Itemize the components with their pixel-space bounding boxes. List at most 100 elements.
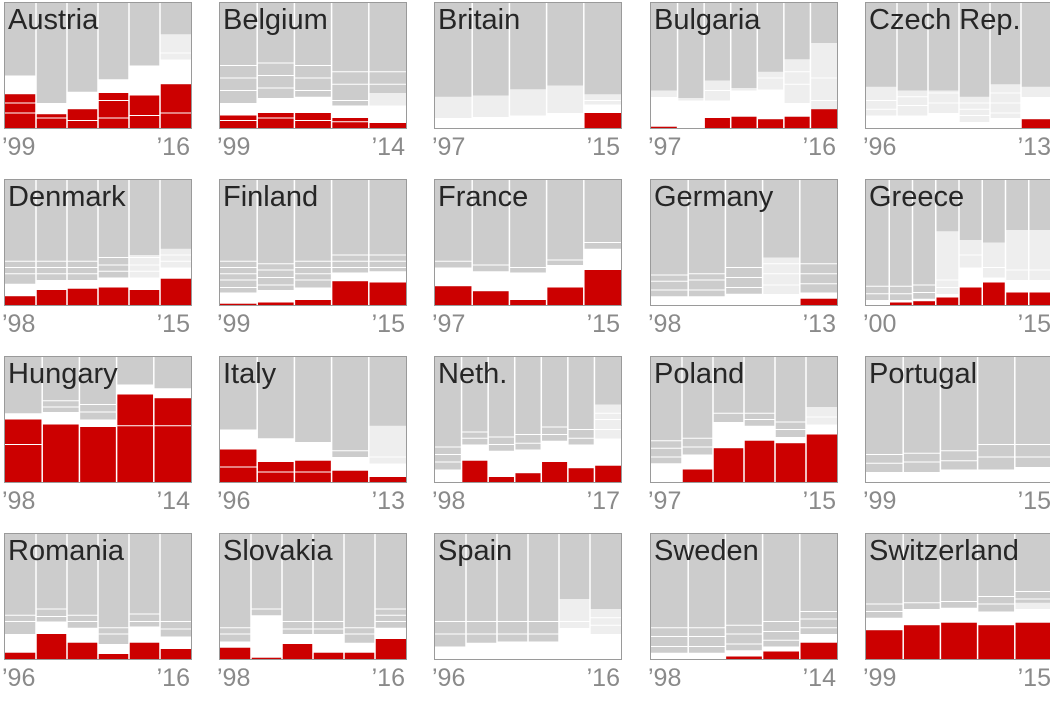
- start-year-tick: ’99: [2, 133, 36, 161]
- start-year-tick: ’97: [432, 310, 466, 338]
- bar-mid-band: [559, 599, 590, 628]
- bar-highlight-segment: [368, 477, 406, 482]
- bar-left-band: [160, 59, 191, 85]
- bar-left-band: [435, 118, 473, 128]
- bar-left-band: [935, 293, 959, 298]
- bar-left-band: [488, 450, 515, 477]
- bar-left-band: [977, 611, 1015, 626]
- stacked-bars-svg: [866, 357, 1050, 482]
- bar-left-band: [889, 300, 913, 303]
- stacked-bars-svg: [651, 3, 837, 128]
- country-label: Denmark: [8, 181, 126, 213]
- bar-left-band: [990, 118, 1021, 128]
- end-year-tick: ’16: [156, 664, 190, 692]
- bar-left-band: [375, 627, 406, 639]
- bar-highlight-segment: [567, 468, 595, 482]
- bar-highlight-segment: [67, 288, 98, 305]
- bar-left-band: [866, 300, 890, 305]
- bar-highlight-segment: [757, 119, 784, 128]
- start-year-tick: ’98: [2, 487, 36, 515]
- start-year-tick: ’00: [863, 310, 897, 338]
- country-panel: Czech Rep. ’96 ’13: [863, 0, 1050, 170]
- bar-highlight-segment: [36, 114, 67, 128]
- bar-highlight-segment: [282, 644, 313, 659]
- bar-highlight-segment: [488, 477, 515, 482]
- bar-mid-band: [594, 404, 621, 439]
- bar-highlight-segment: [903, 625, 941, 659]
- country-panel: Portugal ’99 ’15: [863, 354, 1050, 524]
- bar-left-band: [98, 277, 129, 288]
- bar-other-parties: [977, 357, 1015, 482]
- panel-plot-area: [650, 533, 838, 660]
- bar-left-band: [1014, 609, 1050, 623]
- bar-left-band: [67, 280, 98, 289]
- bar-left-band: [682, 454, 713, 470]
- bar-left-band: [294, 96, 332, 113]
- bar-other-parties: [220, 534, 251, 659]
- country-label: Belgium: [223, 4, 328, 36]
- bar-mid-band: [757, 71, 784, 90]
- bar-highlight-segment: [251, 657, 282, 659]
- panel-plot-area: [650, 356, 838, 483]
- bar-mid-band: [368, 425, 406, 464]
- panel-plot-area: [434, 2, 622, 129]
- bar-mid-band: [590, 609, 621, 634]
- bar-left-band: [282, 634, 313, 644]
- start-year-tick: ’96: [863, 133, 897, 161]
- stacked-bars-svg: [651, 357, 837, 482]
- bar-highlight-segment: [1005, 292, 1029, 305]
- bar-mid-band: [472, 95, 510, 117]
- bar-left-band: [98, 644, 129, 654]
- bar-highlight-segment: [116, 394, 154, 482]
- bar-left-band: [959, 267, 983, 288]
- bar-highlight-segment: [220, 647, 251, 659]
- bar-mid-band: [982, 242, 1006, 278]
- bar-left-band: [98, 79, 129, 93]
- country-panel: Austria ’99 ’16: [2, 0, 192, 170]
- bar-mid-band: [1014, 602, 1050, 609]
- start-year-tick: ’98: [648, 310, 682, 338]
- bar-left-band: [903, 609, 941, 626]
- country-panel: Denmark ’98 ’15: [2, 177, 192, 347]
- bar-mid-band: [783, 59, 811, 103]
- bar-other-parties: [294, 180, 332, 305]
- bar-left-band: [546, 265, 584, 288]
- panel-plot-area: [219, 2, 407, 129]
- bar-left-band: [79, 419, 117, 427]
- stacked-bars-svg: [220, 3, 406, 128]
- bar-highlight-segment: [5, 296, 36, 305]
- bar-left-band: [67, 627, 98, 643]
- bar-other-parties: [762, 534, 800, 659]
- panel-plot-area: [219, 179, 407, 306]
- bar-other-parties: [1014, 357, 1050, 482]
- bar-highlight-segment: [583, 270, 621, 305]
- bar-mid-band: [1028, 230, 1050, 280]
- bar-left-band: [1005, 280, 1029, 293]
- bar-left-band: [866, 617, 904, 631]
- bar-highlight-segment: [509, 300, 547, 305]
- bar-highlight-segment: [940, 622, 978, 659]
- bar-mid-band: [990, 84, 1021, 118]
- country-label: Austria: [8, 4, 99, 36]
- bar-other-parties: [528, 534, 559, 659]
- end-year-tick: ’14: [371, 133, 405, 161]
- bar-highlight-segment: [160, 278, 191, 305]
- bar-left-band: [368, 463, 406, 477]
- bar-left-band: [688, 296, 726, 305]
- bar-highlight-segment: [889, 302, 913, 305]
- country-panel: Britain ’97 ’15: [432, 0, 622, 170]
- bar-mid-band: [730, 88, 758, 91]
- bar-highlight-segment: [762, 651, 800, 659]
- bar-highlight-segment: [704, 118, 731, 128]
- country-panel: Switzerland ’99 ’15: [863, 531, 1050, 701]
- bar-highlight-segment: [79, 427, 117, 482]
- bar-other-parties: [725, 534, 763, 659]
- bar-left-band: [514, 449, 542, 474]
- bar-highlight-segment: [977, 625, 1015, 659]
- end-year-tick: ’14: [802, 664, 836, 692]
- bar-left-band: [331, 105, 369, 118]
- country-label: Portugal: [869, 358, 978, 390]
- bar-highlight-segment: [160, 649, 191, 659]
- end-year-tick: ’15: [1017, 664, 1050, 692]
- country-panel: Bulgaria ’97 ’16: [648, 0, 838, 170]
